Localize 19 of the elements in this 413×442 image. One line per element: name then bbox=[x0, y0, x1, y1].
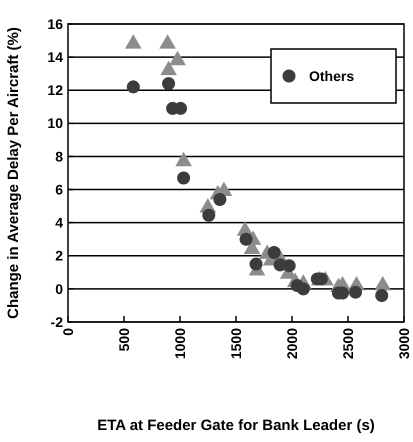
y-tick-label: 2 bbox=[55, 248, 64, 264]
x-tick-label: 2500 bbox=[340, 328, 356, 360]
y-tick-label: 8 bbox=[55, 148, 64, 164]
y-axis-title: Change in Average Delay Per Aircraft (%) bbox=[5, 27, 22, 319]
y-tick-label: 12 bbox=[47, 82, 64, 98]
y-tick-label: 0 bbox=[55, 280, 64, 297]
y-tick-label: 6 bbox=[55, 181, 64, 198]
y-tick-label: 14 bbox=[47, 49, 64, 66]
y-tick-label: 10 bbox=[47, 115, 64, 132]
y-tick-label: 16 bbox=[47, 16, 64, 32]
x-tick-label: 2000 bbox=[284, 328, 300, 360]
y-tick-label: 4 bbox=[55, 214, 64, 231]
x-axis-title: ETA at Feeder Gate for Bank Leader (s) bbox=[97, 417, 375, 434]
y-tick-label: -2 bbox=[50, 314, 64, 330]
x-tick-label: 1000 bbox=[172, 328, 188, 360]
x-tick-label: 3000 bbox=[396, 328, 412, 360]
legend-label: Others bbox=[309, 68, 354, 84]
x-tick-label: 1500 bbox=[228, 328, 244, 360]
x-tick-label: 500 bbox=[116, 328, 132, 352]
